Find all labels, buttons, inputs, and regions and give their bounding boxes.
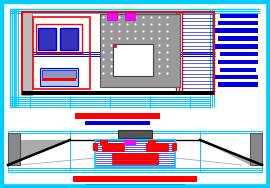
Polygon shape bbox=[8, 140, 70, 165]
Bar bbox=[112, 160, 158, 164]
Bar bbox=[118, 130, 152, 138]
Bar bbox=[100, 140, 108, 145]
Bar bbox=[22, 12, 32, 95]
Bar bbox=[218, 36, 258, 41]
Bar bbox=[220, 68, 256, 72]
Bar bbox=[75, 113, 160, 119]
Bar bbox=[218, 21, 258, 25]
Bar bbox=[124, 140, 136, 145]
Bar bbox=[40, 68, 78, 86]
Bar bbox=[22, 91, 214, 95]
Bar bbox=[100, 14, 180, 87]
Polygon shape bbox=[200, 140, 262, 165]
Bar bbox=[218, 82, 258, 87]
Bar bbox=[33, 17, 90, 89]
Bar bbox=[146, 143, 168, 151]
Bar bbox=[112, 153, 158, 159]
Bar bbox=[250, 133, 262, 165]
Bar bbox=[93, 143, 98, 151]
Bar bbox=[42, 70, 76, 78]
Bar bbox=[215, 44, 258, 49]
Bar bbox=[102, 143, 124, 151]
Bar bbox=[73, 176, 197, 182]
Bar bbox=[220, 52, 258, 56]
Bar bbox=[215, 75, 258, 79]
Bar bbox=[215, 28, 258, 33]
Bar bbox=[107, 13, 117, 20]
Bar bbox=[22, 12, 214, 94]
Bar bbox=[60, 28, 78, 50]
Bar bbox=[36, 24, 82, 53]
Bar bbox=[85, 121, 150, 125]
Bar bbox=[172, 143, 177, 151]
Bar bbox=[85, 184, 185, 187]
Bar bbox=[42, 78, 76, 81]
Bar bbox=[113, 44, 153, 76]
Bar bbox=[148, 140, 156, 145]
Bar bbox=[218, 60, 258, 64]
Bar bbox=[125, 13, 135, 20]
Bar bbox=[8, 133, 20, 165]
Bar bbox=[95, 140, 175, 167]
Bar bbox=[38, 28, 56, 50]
Bar bbox=[220, 14, 258, 18]
